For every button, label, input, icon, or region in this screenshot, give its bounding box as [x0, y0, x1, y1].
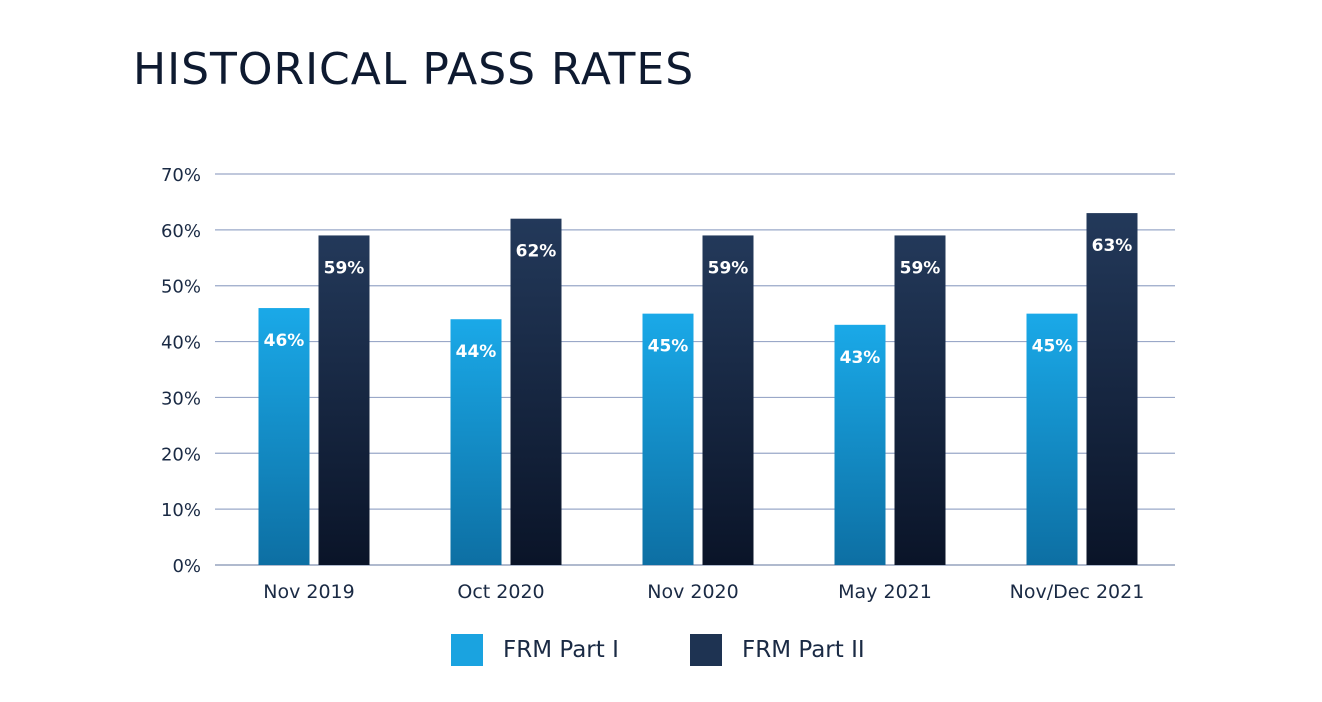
data-label-part2: 62% [516, 242, 557, 262]
y-tick-label: 40% [161, 333, 201, 354]
legend-swatch-part1 [451, 634, 483, 666]
legend-item-part2: FRM Part II [690, 634, 865, 666]
bar-part2 [1086, 213, 1138, 565]
data-label-part2: 59% [708, 258, 749, 278]
legend-item-part1: FRM Part I [451, 634, 619, 666]
legend-label-part2: FRM Part II [742, 637, 865, 663]
y-tick-label: 70% [161, 165, 201, 186]
data-label-part1: 44% [456, 342, 497, 362]
y-tick-label: 30% [161, 388, 201, 409]
y-tick-label: 50% [161, 277, 201, 298]
y-tick-label: 10% [161, 500, 201, 521]
bar-part2 [318, 235, 370, 565]
bar-part1 [1026, 313, 1078, 565]
legend-label-part1: FRM Part I [503, 637, 619, 663]
x-category-label: Oct 2020 [457, 581, 544, 603]
bar-part1 [834, 324, 886, 565]
bar-part2 [894, 235, 946, 565]
data-label-part2: 63% [1092, 236, 1133, 256]
chart-title: HISTORICAL PASS RATES [133, 44, 695, 95]
x-category-label: Nov/Dec 2021 [1010, 581, 1145, 603]
bar-part1 [642, 313, 694, 565]
legend-swatch-part2 [690, 634, 722, 666]
x-category-label: Nov 2019 [263, 581, 354, 603]
bar-part1 [258, 308, 310, 565]
bar-chart: 0% 10% 20% 30% 40% 50% 60% 70% 46% 59% Nov 2019 44%… [161, 165, 1175, 603]
x-category-label: Nov 2020 [647, 581, 738, 603]
y-tick-label: 60% [161, 221, 201, 242]
bar-part1 [450, 319, 502, 565]
y-tick-label: 0% [172, 556, 201, 577]
data-label-part1: 45% [648, 337, 689, 357]
bar-part2 [510, 218, 562, 565]
chart-legend: FRM Part I FRM Part II [0, 634, 1322, 674]
data-label-part2: 59% [324, 258, 365, 278]
data-label-part1: 45% [1032, 337, 1073, 357]
y-tick-label: 20% [161, 444, 201, 465]
data-label-part2: 59% [900, 258, 941, 278]
bar-part2 [702, 235, 754, 565]
data-label-part1: 43% [840, 348, 881, 368]
data-label-part1: 46% [264, 331, 305, 351]
x-category-label: May 2021 [838, 581, 932, 603]
